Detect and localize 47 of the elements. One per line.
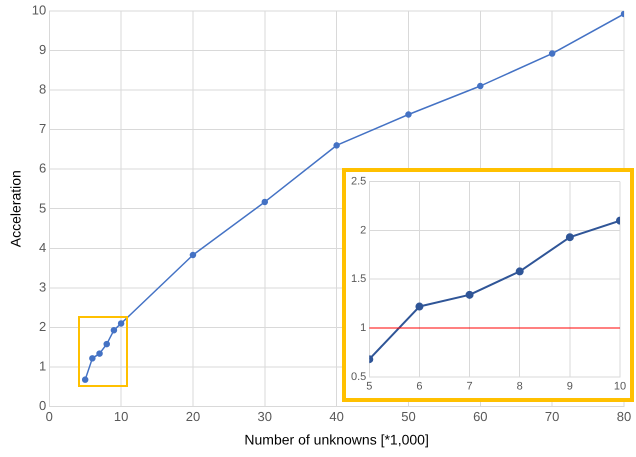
point xyxy=(110,326,118,334)
y-axis-title: Acceleration xyxy=(7,170,24,248)
point xyxy=(82,376,88,383)
point xyxy=(415,302,424,311)
x-tick-label: 50 xyxy=(401,408,416,424)
y-tick-label: 2 xyxy=(39,319,46,334)
x-tick-label: 10 xyxy=(114,408,128,424)
x-tick-label: 10 xyxy=(614,380,626,392)
y-tick-label: 5 xyxy=(39,200,46,216)
x-axis-title: Number of unknowns [*1,000] xyxy=(244,431,429,448)
point xyxy=(466,290,474,299)
y-tick-label: 7 xyxy=(39,121,46,136)
point xyxy=(566,233,574,242)
point xyxy=(405,111,412,118)
y-tick-label: 6 xyxy=(39,160,46,176)
point xyxy=(89,355,96,362)
x-tick-label: 20 xyxy=(186,408,200,424)
y-tick-label: 10 xyxy=(32,2,46,18)
x-tick-label: 40 xyxy=(329,408,344,424)
x-tick-label: 7 xyxy=(466,380,473,392)
point xyxy=(118,320,124,327)
y-tick-label: 8 xyxy=(39,82,46,97)
y-tick-label: 1.5 xyxy=(350,273,366,286)
point xyxy=(190,252,196,258)
x-tick-label: 80 xyxy=(616,408,632,424)
point xyxy=(262,198,268,206)
point xyxy=(333,142,340,149)
y-tick-label: 2 xyxy=(360,224,366,236)
y-tick-label: 9 xyxy=(39,42,46,57)
y-tick-label: 1 xyxy=(39,358,46,374)
point xyxy=(516,267,524,276)
point xyxy=(548,50,556,57)
y-tick-label: 0.5 xyxy=(350,370,366,383)
x-tick-label: 8 xyxy=(516,380,523,392)
y-tick-label: 3 xyxy=(39,279,46,294)
x-tick-label: 30 xyxy=(258,408,272,424)
x-tick-label: 60 xyxy=(473,408,488,424)
y-tick-label: 4 xyxy=(39,240,46,255)
x-tick-label: 70 xyxy=(544,408,560,424)
y-tick-label: 1 xyxy=(360,322,366,334)
x-tick-label: 6 xyxy=(416,380,422,392)
point xyxy=(96,350,103,357)
x-tick-label: 9 xyxy=(566,380,573,392)
y-tick-label: 2.5 xyxy=(350,176,366,188)
y-tick-label: 0 xyxy=(39,398,46,414)
point xyxy=(103,340,110,348)
point xyxy=(477,82,484,90)
